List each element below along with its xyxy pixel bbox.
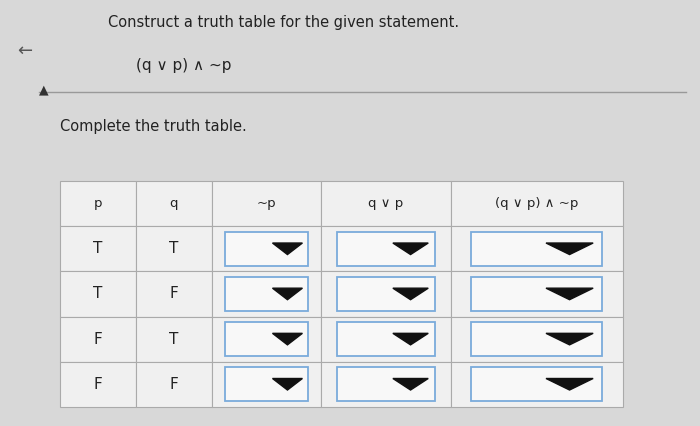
- Text: T: T: [169, 331, 178, 347]
- Text: p: p: [93, 197, 102, 210]
- Text: Complete the truth table.: Complete the truth table.: [60, 119, 246, 134]
- Text: q: q: [169, 197, 178, 210]
- Text: T: T: [93, 286, 102, 302]
- Text: (q ∨ p) ∧ ~p: (q ∨ p) ∧ ~p: [136, 58, 232, 72]
- Text: ~p: ~p: [257, 197, 276, 210]
- Text: T: T: [93, 241, 102, 256]
- Text: (q ∨ p) ∧ ~p: (q ∨ p) ∧ ~p: [495, 197, 578, 210]
- Text: T: T: [169, 241, 178, 256]
- Text: ▲: ▲: [38, 83, 48, 96]
- Text: F: F: [93, 331, 102, 347]
- Text: Construct a truth table for the given statement.: Construct a truth table for the given st…: [108, 15, 460, 30]
- Text: F: F: [93, 377, 102, 392]
- Text: F: F: [169, 286, 178, 302]
- Text: F: F: [169, 377, 178, 392]
- Text: q ∨ p: q ∨ p: [368, 197, 404, 210]
- Text: ←: ←: [18, 42, 33, 60]
